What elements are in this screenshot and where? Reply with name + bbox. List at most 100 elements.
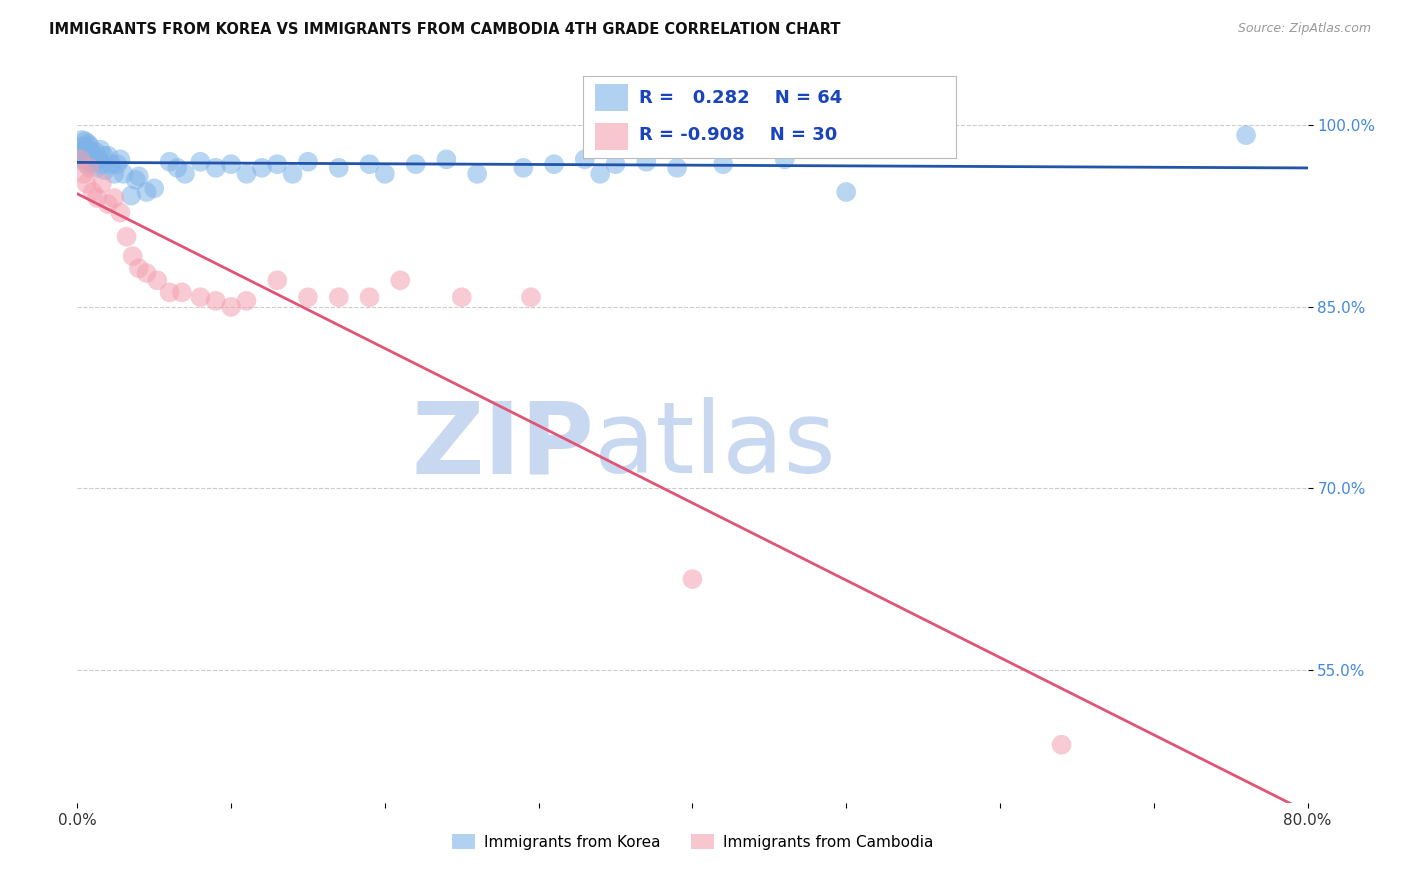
Point [374, 167, 396, 181]
Point [543, 157, 565, 171]
Point [450, 290, 472, 304]
Point [219, 157, 242, 171]
Text: R =   0.282    N = 64: R = 0.282 N = 64 [640, 88, 842, 106]
Point [82, 149, 104, 163]
Point [79, 161, 101, 175]
Point [128, 169, 150, 184]
Point [135, 185, 157, 199]
Point [266, 273, 288, 287]
Point [73, 134, 96, 148]
Point [174, 167, 197, 181]
Point [359, 290, 381, 304]
Point [103, 191, 125, 205]
Point [666, 161, 689, 175]
Text: R = -0.908    N = 30: R = -0.908 N = 30 [640, 127, 838, 145]
Point [100, 157, 122, 171]
Point [89, 143, 111, 157]
Point [73, 149, 96, 163]
Point [835, 185, 858, 199]
Point [87, 153, 110, 167]
Point [188, 154, 212, 169]
Point [146, 273, 169, 287]
Point [72, 139, 94, 153]
Point [204, 161, 226, 175]
Point [235, 293, 257, 308]
Point [170, 285, 193, 300]
Point [120, 188, 142, 202]
Text: atlas: atlas [595, 398, 835, 494]
Point [219, 300, 242, 314]
Point [465, 167, 488, 181]
Point [70, 145, 93, 160]
Point [97, 197, 120, 211]
Point [86, 191, 108, 205]
Legend: Immigrants from Korea, Immigrants from Cambodia: Immigrants from Korea, Immigrants from C… [446, 828, 939, 855]
Point [82, 185, 104, 199]
Bar [595, 84, 628, 112]
Point [69, 153, 91, 167]
Point [72, 167, 94, 181]
Point [84, 145, 107, 160]
Text: ZIP: ZIP [411, 398, 595, 494]
Point [512, 161, 534, 175]
Point [143, 181, 166, 195]
Point [80, 157, 103, 171]
Point [204, 293, 226, 308]
Point [72, 153, 94, 167]
Point [94, 163, 117, 178]
Point [359, 157, 381, 171]
Point [235, 167, 257, 181]
Point [121, 249, 143, 263]
Point [86, 161, 108, 175]
Point [112, 167, 135, 181]
Point [76, 177, 98, 191]
Point [682, 572, 704, 586]
Point [297, 154, 319, 169]
Point [76, 143, 98, 157]
Point [520, 290, 543, 304]
Point [79, 139, 101, 153]
Text: IMMIGRANTS FROM KOREA VS IMMIGRANTS FROM CAMBODIA 4TH GRADE CORRELATION CHART: IMMIGRANTS FROM KOREA VS IMMIGRANTS FROM… [49, 22, 841, 37]
Point [405, 157, 427, 171]
Point [188, 290, 212, 304]
Point [281, 167, 304, 181]
Point [93, 149, 115, 163]
Point [115, 229, 138, 244]
Point [574, 153, 596, 167]
Point [297, 290, 319, 304]
Point [77, 136, 100, 151]
Point [328, 161, 350, 175]
Point [711, 157, 734, 171]
Point [110, 205, 132, 219]
Point [110, 153, 132, 167]
Text: Source: ZipAtlas.com: Source: ZipAtlas.com [1237, 22, 1371, 36]
Point [79, 153, 101, 167]
Point [436, 153, 458, 167]
Point [105, 157, 128, 171]
Point [1234, 128, 1257, 143]
Point [328, 290, 350, 304]
Point [250, 161, 273, 175]
Point [125, 173, 148, 187]
Point [83, 154, 105, 169]
Point [90, 177, 114, 191]
Point [90, 157, 114, 171]
Point [1050, 738, 1073, 752]
Point [159, 285, 181, 300]
Point [605, 157, 627, 171]
Point [135, 266, 157, 280]
Bar [595, 122, 628, 150]
Point [166, 161, 188, 175]
Point [70, 133, 93, 147]
Point [159, 154, 181, 169]
Point [389, 273, 412, 287]
Point [128, 261, 150, 276]
Point [636, 154, 658, 169]
Point [773, 153, 796, 167]
Point [266, 157, 288, 171]
Point [69, 140, 91, 154]
Point [77, 150, 100, 164]
Point [67, 149, 90, 163]
Point [97, 149, 120, 163]
Point [103, 167, 125, 181]
